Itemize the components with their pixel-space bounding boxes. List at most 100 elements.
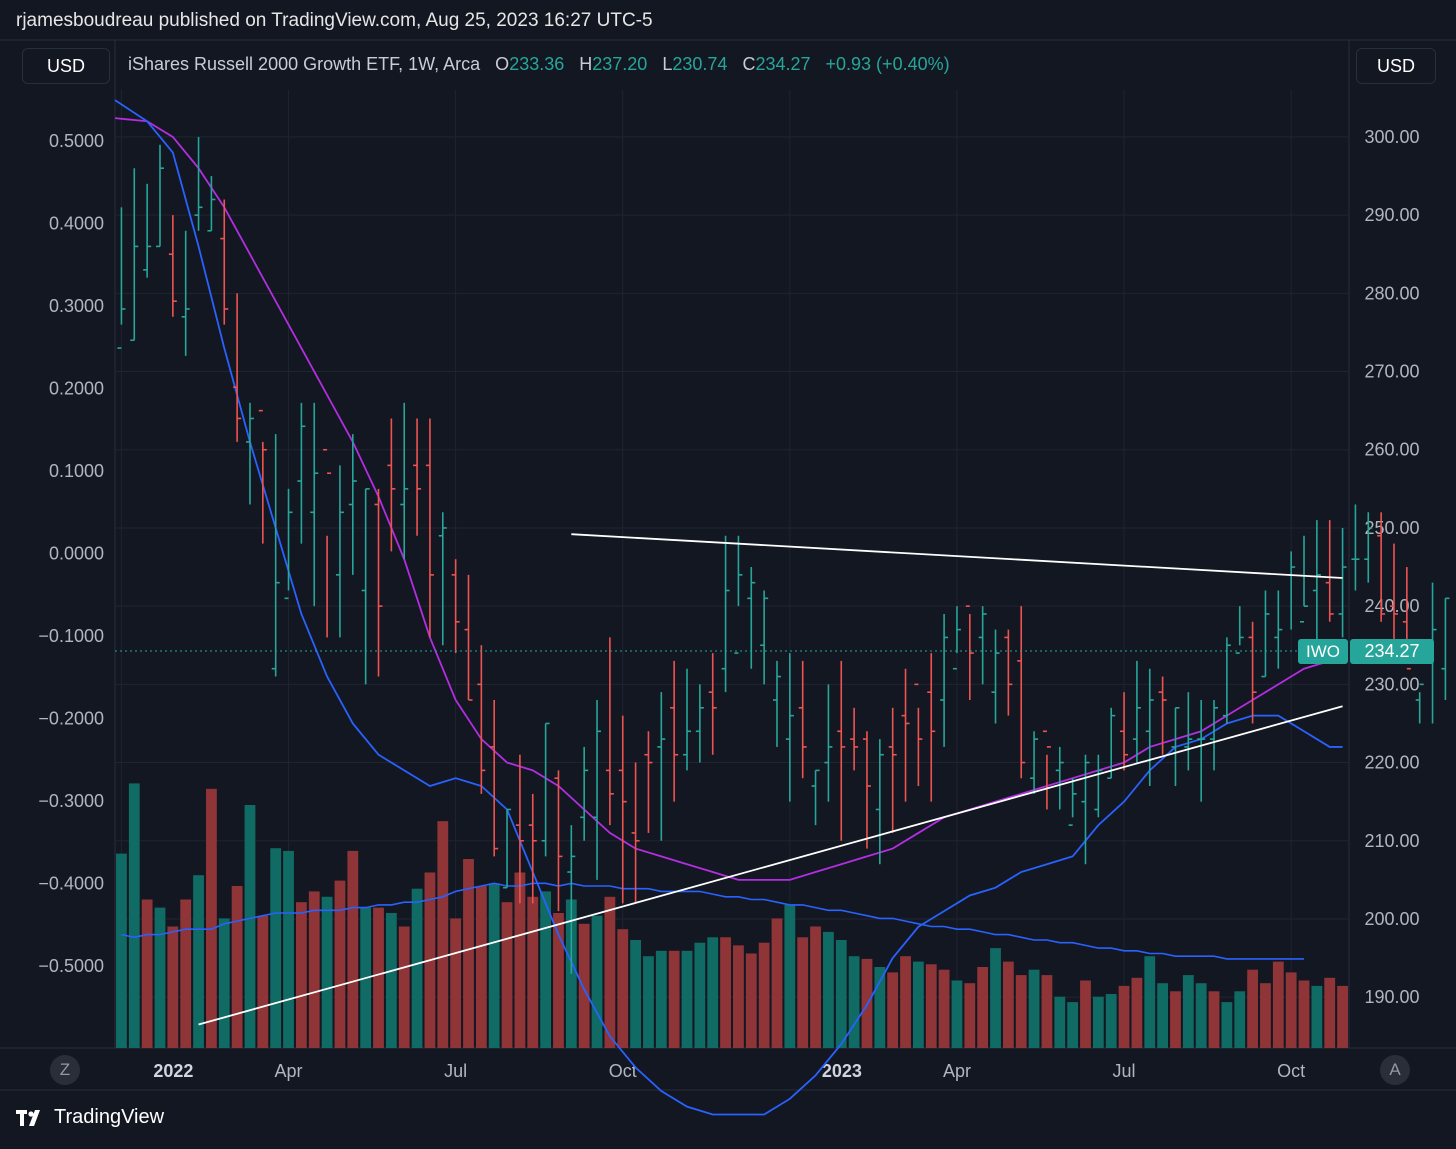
ohlc-bar [245,402,254,505]
volume-bar [655,950,667,1048]
ohlc-bar [207,176,216,232]
volume-bars [116,783,1348,1048]
volume-bar [1182,975,1194,1048]
ohlc-bar [605,637,614,826]
x-axis-label: Apr [275,1061,303,1081]
ohlc-bar [515,754,524,904]
volume-bar [964,983,976,1048]
ohlc-bar [670,660,679,802]
volume-ma-line [121,882,1305,960]
volume-bar [810,926,821,1048]
x-axis-label: Apr [943,1061,971,1081]
ohlc-bar [387,418,396,552]
volume-bar [347,850,359,1048]
right-axis-tick: 300.00 [1364,127,1419,147]
volume-bar [128,783,140,1048]
ohlc-bar [1120,692,1129,771]
volume-bar [1002,961,1014,1048]
ohlc-bar [1287,551,1296,630]
left-unit-button[interactable]: USD [22,48,110,84]
x-axis-label: Oct [609,1061,637,1081]
ohlc-bar [837,660,846,841]
ohlc-bar [875,739,884,865]
ohlc-bar [708,653,717,755]
ohlc-bar [220,199,229,325]
ohlc-bar [117,207,126,349]
volume-bar [1015,975,1027,1048]
ohlc-bar [1145,668,1154,787]
ohlc-bar [1107,707,1116,779]
left-axis-tick: 0.1000 [49,461,104,481]
ohlc-bar [1274,590,1283,669]
volume-bar [912,961,924,1048]
low-value: 230.74 [672,54,728,74]
ohlc-bar [1325,520,1334,622]
volume-bar [951,980,963,1048]
ohlc-bar [400,402,409,560]
volume-bar [206,788,217,1048]
ohlc-bar [438,512,447,646]
volume-bar [475,886,487,1048]
ohlc-bar [348,434,357,575]
volume-bar [527,896,539,1048]
ohlc-bar [451,559,460,654]
volume-bar [668,950,680,1048]
high-label: H [579,54,593,74]
ohlc-bar [258,409,267,544]
ohlc-bar [824,684,833,802]
right-axis-tick: 220.00 [1364,753,1419,773]
ohlc-bar [567,825,576,974]
zoom-reset-button[interactable]: Z [50,1055,80,1085]
ohlc-bar [503,808,512,889]
ohlc-bar [1068,778,1077,826]
ohlc-bar [1055,746,1064,810]
ohlc-bar [1004,629,1013,716]
volume-bar [1260,983,1271,1048]
volume-bar [1105,994,1117,1048]
ohlc-bar [811,769,820,826]
ohlc-bar [1158,676,1167,755]
ohlc-bar [1441,597,1450,700]
volume-bar [848,956,860,1048]
close-value: 234.27 [755,54,811,74]
volume-bar [193,875,204,1048]
volume-bar [295,902,307,1048]
x-axis-label: 2023 [822,1061,862,1081]
auto-scale-button[interactable]: A [1380,1055,1410,1085]
last-price-tag: 234.27 [1364,641,1419,661]
ohlc-bar [1197,699,1206,802]
volume-bar [1285,972,1297,1048]
ohlc-bar [554,770,563,912]
left-axis-tick: −0.5000 [38,956,104,976]
volume-bar [565,899,577,1048]
volume-bar [283,850,294,1048]
volume-bar [373,907,384,1048]
ohlc-bar [1364,512,1373,583]
x-axis-label: Oct [1277,1061,1305,1081]
volume-bar [1170,991,1181,1048]
tradingview-logo-icon [16,1109,40,1126]
volume-bar [1195,983,1207,1048]
volume-bar [823,931,834,1048]
trendline [571,533,1343,579]
volume-bar [630,940,641,1048]
tradingview-logo[interactable]: TradingView [16,1106,164,1129]
x-axis-label: Jul [444,1061,467,1081]
volume-bar [990,948,1001,1048]
volume-bar [591,915,603,1048]
volume-bar [116,853,127,1048]
ohlc-bar [413,418,422,536]
volume-bar [835,940,847,1048]
volume-bar [553,913,564,1048]
ohlc-bar [181,230,190,356]
ohlc-bar [862,731,871,849]
ohlc-bar [747,567,756,669]
symbol-title: iShares Russell 2000 Growth ETF, 1W, Arc… [128,54,481,74]
ohlc-bar [271,434,280,677]
right-unit-button[interactable]: USD [1356,48,1436,84]
ohlc-bar [1377,512,1386,622]
ohlc-bar [1184,692,1193,771]
volume-bar [1247,969,1258,1048]
volume-bar [758,942,770,1048]
